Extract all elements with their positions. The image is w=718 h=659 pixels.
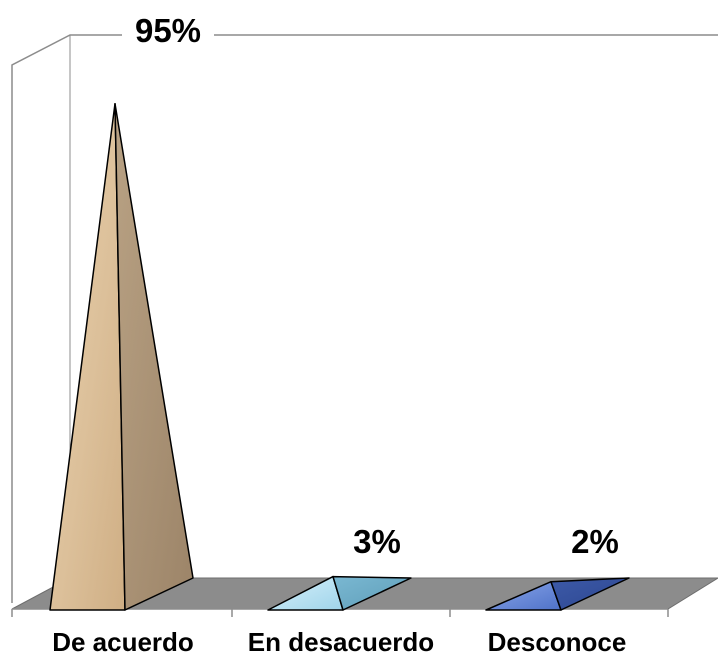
pyramid-series (49, 102, 630, 611)
back-wall-outline (11, 34, 718, 603)
pyramid-front-face-1 (49, 102, 126, 611)
category-label-3: Desconoce (488, 627, 627, 657)
pyramid-side-face-2 (332, 575, 412, 611)
pyramid-side-face-3 (550, 577, 630, 611)
value-label-2: 3% (353, 523, 401, 560)
pyramid-side-face-1 (114, 102, 194, 611)
value-label-bg (122, 12, 214, 48)
category-label-2: En desacuerdo (248, 627, 434, 657)
category-labels: De acuerdo En desacuerdo Desconoce (52, 627, 626, 657)
category-label-1: De acuerdo (52, 627, 194, 657)
value-label-3: 2% (571, 523, 619, 560)
value-label-1: 95% (135, 12, 201, 49)
value-labels: 95% 3% 2% (122, 12, 619, 560)
